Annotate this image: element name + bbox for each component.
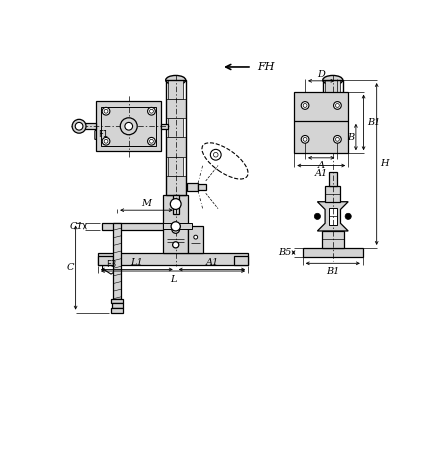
Bar	[102, 106, 156, 146]
Circle shape	[301, 101, 309, 109]
Text: B5: B5	[279, 248, 292, 257]
Text: H: H	[381, 159, 389, 168]
Bar	[111, 308, 123, 313]
Bar	[323, 138, 343, 150]
Bar	[325, 80, 341, 92]
Text: L: L	[170, 275, 176, 284]
Circle shape	[148, 137, 155, 145]
Bar	[322, 231, 344, 248]
Circle shape	[170, 198, 181, 209]
Text: FH: FH	[257, 62, 275, 72]
Polygon shape	[317, 202, 348, 231]
Polygon shape	[102, 260, 119, 274]
Bar	[323, 114, 343, 126]
Bar	[325, 186, 341, 202]
Text: F1: F1	[98, 130, 109, 139]
Ellipse shape	[166, 75, 186, 85]
Text: C: C	[67, 263, 74, 272]
Bar	[161, 124, 167, 128]
Circle shape	[102, 137, 110, 145]
Bar	[329, 208, 337, 225]
Text: A: A	[318, 161, 325, 170]
Text: L1: L1	[130, 258, 143, 267]
Bar	[325, 103, 341, 114]
Bar	[294, 92, 348, 153]
Circle shape	[75, 123, 83, 130]
Bar	[98, 252, 248, 265]
Text: B1: B1	[326, 267, 340, 276]
Bar	[166, 176, 186, 195]
Bar	[113, 223, 121, 299]
Bar	[102, 223, 164, 230]
Circle shape	[345, 213, 351, 220]
Bar	[166, 99, 186, 118]
Circle shape	[173, 242, 179, 248]
Text: D: D	[317, 70, 325, 79]
Circle shape	[171, 222, 181, 231]
Bar	[168, 118, 184, 137]
Bar	[329, 172, 337, 186]
Bar	[303, 248, 363, 257]
Circle shape	[125, 123, 133, 130]
Text: M: M	[141, 199, 151, 208]
Bar	[198, 184, 206, 190]
Circle shape	[334, 136, 341, 143]
Bar	[168, 80, 184, 99]
Bar	[168, 157, 184, 176]
Bar	[98, 255, 113, 265]
Bar	[166, 80, 186, 195]
Bar	[323, 80, 343, 150]
Bar	[96, 101, 161, 151]
Bar	[187, 183, 198, 191]
Bar	[166, 137, 186, 157]
Circle shape	[194, 235, 198, 239]
Text: B: B	[347, 132, 354, 141]
Circle shape	[172, 225, 180, 233]
Ellipse shape	[323, 75, 343, 85]
Text: F3: F3	[106, 260, 116, 269]
Circle shape	[314, 213, 320, 220]
Bar	[164, 195, 188, 252]
Bar	[188, 225, 204, 252]
Bar	[111, 299, 123, 304]
Circle shape	[102, 107, 110, 115]
Bar	[173, 195, 179, 214]
Circle shape	[148, 107, 155, 115]
Circle shape	[334, 101, 341, 109]
Bar	[295, 92, 348, 120]
Circle shape	[301, 136, 309, 143]
Bar	[325, 126, 341, 138]
Text: A1: A1	[315, 169, 328, 178]
Circle shape	[72, 119, 86, 133]
Polygon shape	[95, 125, 112, 139]
Bar	[323, 92, 343, 103]
Text: B1: B1	[367, 118, 380, 127]
Bar	[234, 255, 248, 265]
Circle shape	[120, 118, 137, 135]
Bar	[164, 223, 192, 229]
Bar	[79, 123, 96, 129]
Text: A1: A1	[205, 258, 218, 267]
Bar	[112, 304, 123, 308]
Text: C1: C1	[70, 222, 83, 231]
